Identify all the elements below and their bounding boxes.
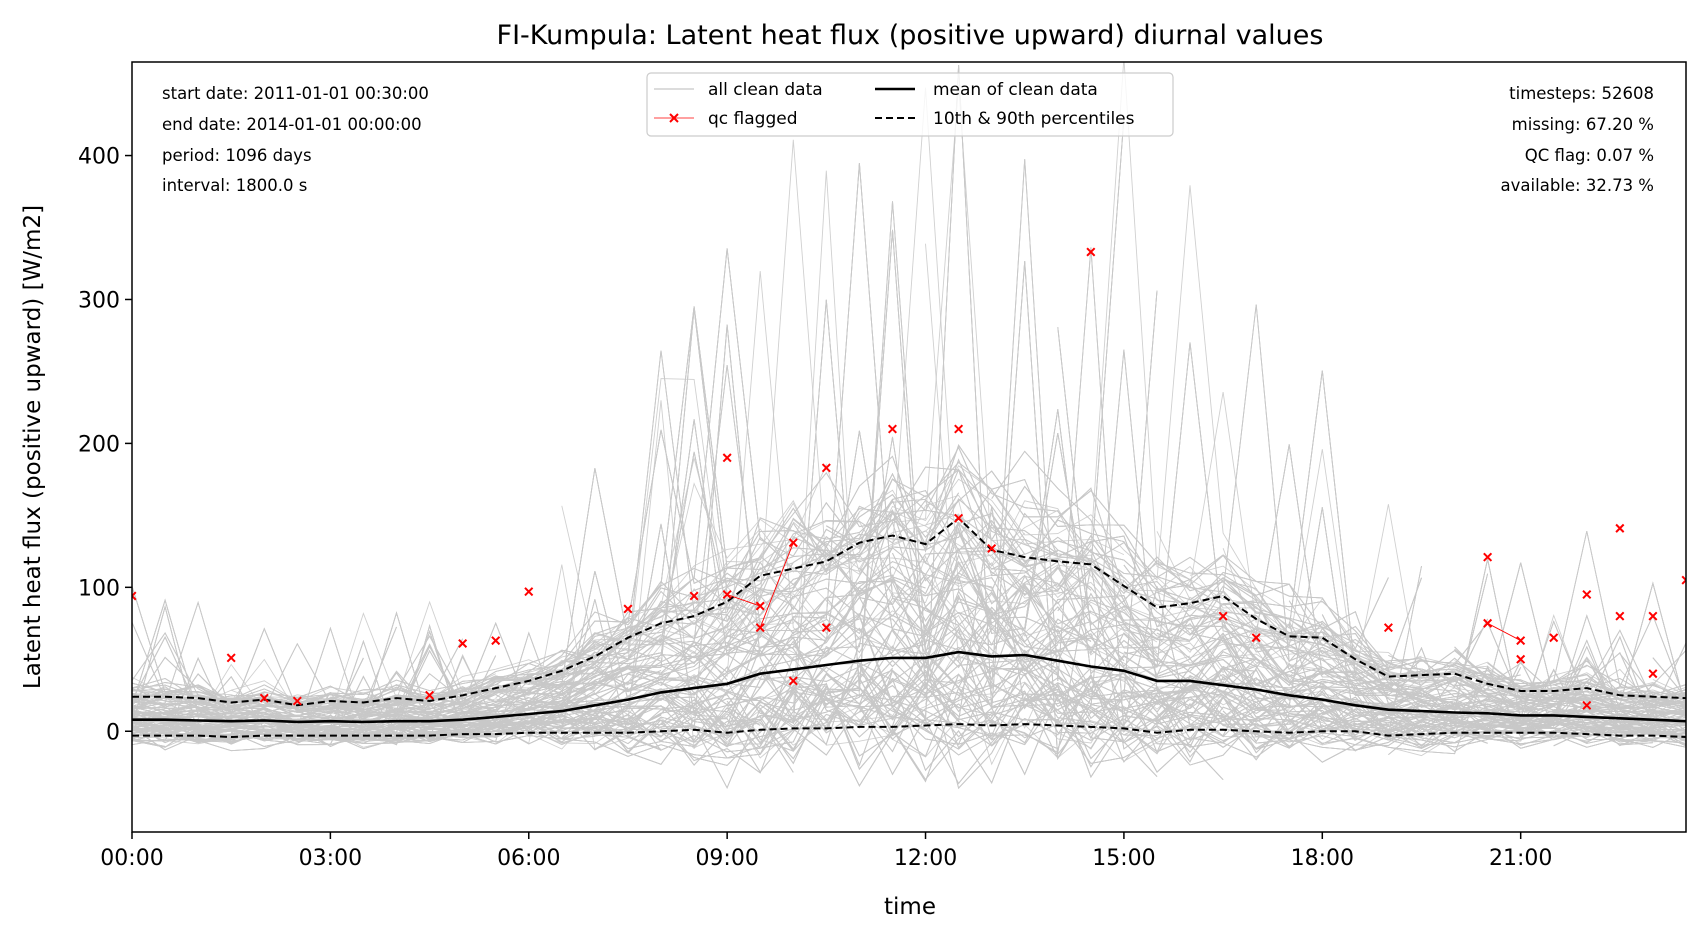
clean-data-trace — [132, 682, 1686, 783]
qc-flagged-point — [1218, 611, 1228, 621]
stats-available: available: 32.73 % — [1501, 176, 1654, 195]
stats-qc-flag: QC flag: 0.07 % — [1525, 146, 1654, 165]
clean-data-trace — [132, 633, 1686, 736]
qc-flagged-point — [1582, 700, 1592, 710]
qc-flagged-point — [1516, 654, 1526, 664]
qc-flagged-point — [788, 676, 798, 686]
qc-flagged-markers — [132, 247, 1686, 710]
clean-data-trace — [132, 554, 1686, 724]
legend-box — [646, 72, 1174, 137]
legend: all clean data mean of clean data qc fla… — [646, 72, 1174, 137]
qc-flagged-point — [722, 453, 732, 463]
qc-flagged-point — [755, 601, 765, 611]
qc-flagged-point — [1086, 247, 1096, 257]
qc-flagged-point — [226, 653, 236, 663]
qc-flagged-point — [821, 463, 831, 473]
qc-flagged-point — [1549, 633, 1559, 643]
percentile-10-line — [132, 723, 1686, 739]
qc-flagged-point — [722, 590, 732, 600]
clean-data-trace — [132, 509, 1686, 713]
qc-flagged-point — [1615, 523, 1625, 533]
qc-flagged-point — [1681, 575, 1686, 585]
stats-right-block: timesteps: 52608 missing: 67.20 % QC fla… — [1501, 84, 1654, 195]
x-tick-label: 06:00 — [497, 846, 560, 871]
qc-flagged-point — [292, 696, 302, 706]
mean-line-group — [132, 650, 1686, 724]
y-axis: 0 100 200 300 400 — [78, 145, 132, 745]
stats-missing: missing: 67.20 % — [1512, 115, 1654, 134]
x-axis-title: time — [884, 894, 936, 920]
clean-data-trace — [132, 248, 1686, 709]
legend-qc-label: qc flagged — [708, 109, 798, 129]
qc-flagged-point — [821, 623, 831, 633]
qc-flagged-point — [954, 424, 964, 434]
qc-flagged-point — [458, 638, 468, 648]
x-tick-label: 09:00 — [695, 846, 758, 871]
qc-flagged-point — [623, 604, 633, 614]
clean-data-trace — [132, 596, 1686, 724]
qc-flagged-point — [1648, 669, 1658, 679]
qc-flagged-point — [1251, 633, 1261, 643]
stats-period: period: 1096 days — [162, 146, 312, 165]
chart-title: FI-Kumpula: Latent heat flux (positive u… — [497, 20, 1324, 51]
stats-left-block: start date: 2011-01-01 00:30:00 end date… — [162, 84, 429, 195]
x-tick-label: 15:00 — [1092, 846, 1155, 871]
qc-flagged-point — [491, 636, 501, 646]
y-tick-label: 300 — [78, 288, 120, 313]
qc-flagged-point — [1582, 590, 1592, 600]
qc-flagged-point — [987, 543, 997, 553]
qc-flagged-point — [524, 587, 534, 597]
stats-end-date: end date: 2014-01-01 00:00:00 — [162, 115, 422, 134]
qc-flagged-point — [425, 690, 435, 700]
percentile-90-line — [132, 516, 1686, 707]
clean-data-trace — [132, 521, 1686, 717]
qc-flagged-point — [755, 623, 765, 633]
y-tick-label: 400 — [78, 145, 120, 170]
x-tick-label: 18:00 — [1291, 846, 1354, 871]
qc-flagged-point — [689, 591, 699, 601]
qc-flagged-point — [887, 424, 897, 434]
qc-flagged-point — [788, 538, 798, 548]
clean-data-trace — [132, 455, 1653, 709]
x-tick-label: 03:00 — [299, 846, 362, 871]
qc-flagged-point — [1483, 618, 1493, 628]
qc-flagged-point — [1383, 623, 1393, 633]
clean-data-trace — [132, 290, 1686, 743]
x-tick-label: 00:00 — [100, 846, 163, 871]
stats-interval: interval: 1800.0 s — [162, 176, 307, 195]
stats-timesteps: timesteps: 52608 — [1509, 84, 1654, 103]
legend-percentile-label: 10th & 90th percentiles — [933, 109, 1135, 129]
x-axis: 00:00 03:00 06:00 09:00 12:00 15:00 18:00 21:00 — [100, 832, 1552, 871]
qc-flagged-segment — [1487, 622, 1521, 641]
clean-data-trace — [132, 451, 1686, 722]
qc-flagged-point — [954, 513, 964, 523]
stats-start-date: start date: 2011-01-01 00:30:00 — [162, 84, 429, 103]
y-tick-label: 0 — [106, 720, 120, 745]
clean-data-trace — [132, 612, 1686, 730]
y-tick-label: 100 — [78, 576, 120, 601]
qc-flagged-point — [1483, 552, 1493, 562]
percentile-lines — [132, 516, 1686, 739]
x-tick-label: 21:00 — [1489, 846, 1552, 871]
qc-flagged-point — [1516, 636, 1526, 646]
clean-data-trace — [198, 472, 1686, 711]
qc-flagged-point — [1648, 611, 1658, 621]
clean-data-trace — [132, 627, 1686, 754]
qc-flagged-segment — [727, 594, 761, 607]
mean-line — [132, 650, 1686, 724]
plot-frame — [131, 61, 1687, 833]
qc-flagged-segment — [759, 542, 794, 628]
qc-flagged-point — [1615, 611, 1625, 621]
qc-flagged-point — [132, 591, 137, 601]
clean-data-trace — [132, 370, 1686, 711]
qc-flagged-point — [259, 693, 269, 703]
legend-mean-label: mean of clean data — [933, 80, 1098, 100]
legend-qc-swatch-marker — [669, 113, 679, 123]
x-tick-label: 12:00 — [894, 846, 957, 871]
legend-clean-label: all clean data — [708, 80, 823, 100]
y-axis-title: Latent heat flux (positive upward) [W/m2… — [20, 205, 46, 689]
y-tick-label: 200 — [78, 432, 120, 457]
